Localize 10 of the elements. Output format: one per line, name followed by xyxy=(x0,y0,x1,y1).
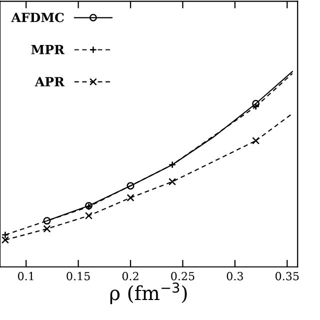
legend-label: APR xyxy=(34,77,65,86)
legend-label: AFDMC xyxy=(11,12,64,22)
x-tick-label: 0.2 xyxy=(122,272,138,280)
x-tick-label: 0.15 xyxy=(66,272,90,280)
x-tick-label: 0.1 xyxy=(18,272,34,280)
legend-label: MPR xyxy=(31,45,65,54)
x-tick-label: 0.35 xyxy=(276,272,299,280)
x-tick-label: 0.25 xyxy=(171,272,194,280)
x-tick-label: 0.3 xyxy=(226,272,243,280)
x-axis-title: ρ (fm$^{−3}$) xyxy=(110,282,187,304)
